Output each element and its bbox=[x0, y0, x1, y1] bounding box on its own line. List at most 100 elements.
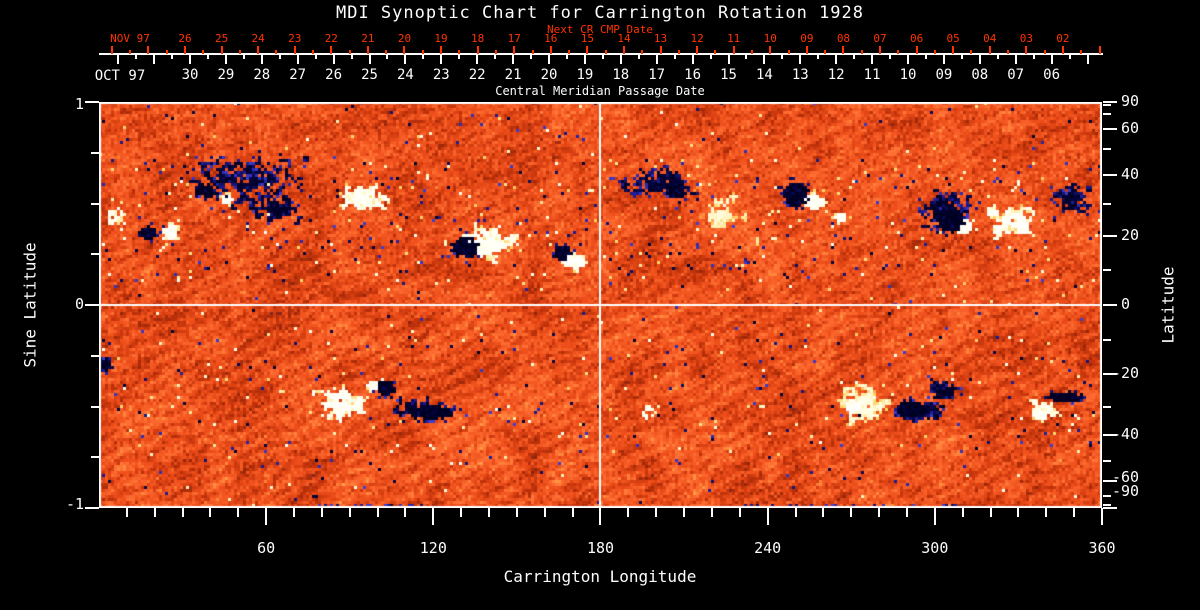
oct-day-label: 10 bbox=[899, 66, 917, 83]
nov-day-label: 16 bbox=[544, 31, 558, 45]
x-major-tick bbox=[599, 508, 602, 525]
oct-day-label: 17 bbox=[648, 66, 666, 83]
top-white-major-tick bbox=[189, 54, 191, 64]
x-minor-tick bbox=[1017, 508, 1020, 517]
x-axis-title: Carrington Longitude bbox=[503, 567, 697, 586]
nov-day-label: 22 bbox=[324, 31, 338, 45]
x-minor-tick bbox=[961, 508, 964, 517]
oct-day-label: 06 bbox=[1043, 66, 1061, 83]
top-white-minor-tick bbox=[709, 54, 712, 59]
top-red-major-tick bbox=[330, 46, 333, 54]
yr-tick-label: -20 bbox=[1112, 364, 1140, 383]
yr-tick-label: 0 bbox=[1121, 295, 1131, 313]
top-red-major-tick bbox=[769, 46, 772, 54]
top-white-major-tick bbox=[871, 54, 874, 64]
yl-minor-tick bbox=[91, 405, 99, 408]
oct-day-label: 30 bbox=[181, 66, 199, 83]
x-minor-tick bbox=[237, 508, 240, 517]
nov-day-label: 17 bbox=[507, 31, 521, 45]
yr-tick-label: 20 bbox=[1121, 225, 1140, 244]
top-red-minor-tick bbox=[385, 50, 388, 54]
yl-tick-label: 1 bbox=[74, 95, 84, 113]
oct-day-label: 22 bbox=[468, 66, 486, 83]
top-red-major-tick bbox=[220, 46, 223, 54]
yl-major-tick bbox=[85, 101, 99, 103]
top-white-major-tick bbox=[619, 54, 622, 64]
top-red-minor-tick bbox=[531, 50, 534, 54]
top-red-minor-tick bbox=[568, 50, 571, 54]
oct-day-label: 21 bbox=[504, 66, 522, 83]
nov-day-label: 10 bbox=[763, 31, 777, 45]
yr-tick-label: -40 bbox=[1112, 425, 1140, 444]
top-white-major-tick bbox=[583, 54, 586, 64]
top-red-minor-tick bbox=[750, 50, 753, 54]
nov-day-label: 02 bbox=[1056, 31, 1070, 45]
x-minor-tick bbox=[1045, 508, 1048, 517]
top-red-minor-tick bbox=[970, 50, 973, 54]
top-red-major-tick bbox=[549, 46, 552, 54]
top-white-minor-tick bbox=[889, 54, 892, 59]
top-red-minor-tick bbox=[275, 50, 278, 54]
oct-day-label: 13 bbox=[791, 66, 809, 83]
top-red-major-tick bbox=[513, 46, 516, 54]
yr-major-tick bbox=[1103, 173, 1117, 176]
top-white-major-tick bbox=[117, 54, 120, 64]
top-red-major-tick bbox=[842, 46, 845, 54]
nov-day-label: 03 bbox=[1019, 31, 1033, 45]
top-white-minor-tick bbox=[745, 54, 748, 59]
x-tick-label: 120 bbox=[419, 539, 447, 558]
yr-major-tick bbox=[1103, 128, 1117, 131]
chart-title: MDI Synoptic Chart for Carrington Rotati… bbox=[335, 3, 865, 23]
x-minor-tick bbox=[293, 508, 296, 517]
nov-day-label: 15 bbox=[580, 31, 594, 45]
top-red-minor-tick bbox=[641, 50, 644, 54]
top-white-major-tick bbox=[512, 54, 515, 64]
top-white-minor-tick bbox=[960, 54, 963, 59]
top-red-major-tick bbox=[366, 46, 369, 54]
yr-minor-tick bbox=[1103, 339, 1111, 342]
top-red-major-tick bbox=[952, 46, 955, 54]
top-red-minor-tick bbox=[312, 50, 315, 54]
top-red-major-tick bbox=[476, 46, 479, 54]
yr-minor-tick bbox=[1103, 405, 1111, 408]
top-red-minor-tick bbox=[494, 50, 497, 54]
top-white-major-tick bbox=[332, 54, 335, 64]
y-right-axis-title: Latitude bbox=[1158, 266, 1178, 344]
top-white-major-tick bbox=[691, 54, 694, 64]
top-white-minor-tick bbox=[494, 54, 497, 59]
x-tick-label: 360 bbox=[1088, 539, 1116, 558]
top-red-minor-tick bbox=[129, 50, 132, 54]
x-minor-tick bbox=[878, 508, 881, 517]
top-red-major-tick bbox=[403, 46, 406, 54]
nov-day-label: 23 bbox=[288, 31, 302, 45]
x-minor-tick bbox=[543, 508, 546, 517]
oct-day-label: 15 bbox=[720, 66, 737, 83]
nov-day-label: 04 bbox=[983, 31, 997, 45]
top-red-major-tick bbox=[696, 46, 699, 54]
nov-day-label: 26 bbox=[178, 31, 192, 45]
top-white-major-tick bbox=[224, 54, 227, 64]
top-red-minor-tick bbox=[421, 50, 424, 54]
yl-tick-label: 0 bbox=[74, 295, 84, 313]
top-white-minor-tick bbox=[996, 54, 999, 59]
nov-day-label: 07 bbox=[873, 31, 887, 45]
top-white-major-tick bbox=[942, 54, 945, 64]
top-red-major-tick bbox=[1061, 46, 1064, 54]
oct-day-label: 26 bbox=[325, 66, 343, 83]
oct-day-label: 16 bbox=[684, 66, 702, 83]
top-white-major-tick bbox=[1086, 54, 1089, 64]
yr-major-tick bbox=[1103, 373, 1117, 376]
top-white-minor-tick bbox=[1032, 54, 1035, 59]
top-red-minor-tick bbox=[933, 50, 936, 54]
top-white-major-tick bbox=[153, 54, 156, 64]
top-white-major-tick bbox=[655, 54, 658, 64]
top-white-minor-tick bbox=[1068, 54, 1071, 59]
top-red-minor-tick bbox=[458, 50, 461, 54]
yl-major-tick bbox=[85, 304, 99, 306]
top-red-minor-tick bbox=[787, 50, 790, 54]
x-minor-tick bbox=[655, 508, 658, 517]
nov-day-label: 14 bbox=[617, 31, 631, 45]
top-white-minor-tick bbox=[924, 54, 927, 59]
yr-tick-label: -60 bbox=[1112, 468, 1140, 486]
oct-day-label: 23 bbox=[432, 66, 450, 83]
